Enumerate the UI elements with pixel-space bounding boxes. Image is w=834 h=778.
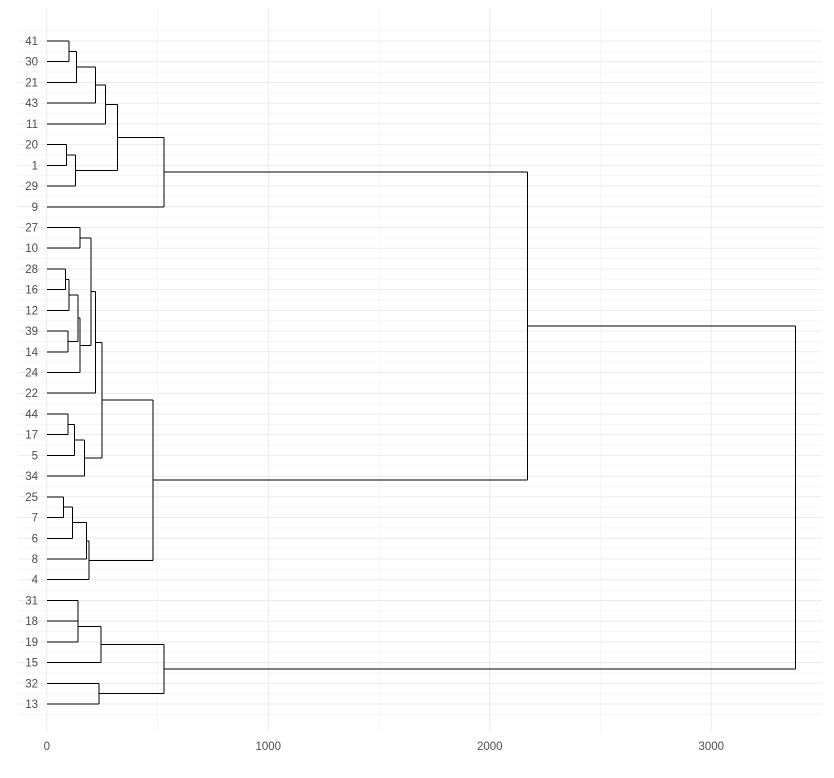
leaf-label: 5 (32, 450, 38, 462)
leaf-label: 10 (25, 243, 38, 255)
x-tick-label: 0 (44, 741, 50, 753)
leaf-label: 25 (25, 492, 38, 504)
leaf-label: 44 (25, 409, 38, 421)
dendrogram-branches (46, 40, 796, 705)
leaf-label: 29 (25, 181, 38, 193)
x-tick-label: 2000 (477, 741, 503, 753)
leaf-label: 7 (32, 513, 38, 525)
leaf-label: 4 (32, 575, 39, 587)
leaf-label: 34 (25, 471, 38, 483)
leaf-labels: 41 30 21 43 11 20 1 29 9 27 10 28 16 12 39 14 24 22 44 17 5 3… (25, 36, 38, 711)
leaf-label: 24 (25, 368, 38, 380)
leaf-label: 41 (25, 36, 38, 48)
leaf-label: 27 (25, 222, 38, 234)
leaf-label: 8 (32, 554, 38, 566)
leaf-label: 9 (32, 202, 38, 214)
leaf-label: 22 (25, 388, 38, 400)
leaf-label: 20 (25, 140, 38, 152)
x-tick-label: 3000 (698, 741, 724, 753)
leaf-label: 32 (25, 678, 38, 690)
leaf-label: 18 (25, 616, 38, 628)
leaf-label: 17 (25, 430, 38, 442)
leaf-label: 1 (32, 160, 38, 172)
leaf-label: 11 (26, 119, 38, 131)
leaf-label: 16 (25, 285, 38, 297)
leaf-label: 19 (25, 637, 38, 649)
leaf-label: 12 (25, 305, 38, 317)
leaf-label: 6 (32, 533, 38, 545)
leaf-label: 21 (25, 77, 38, 89)
leaf-label: 30 (25, 57, 38, 69)
grid (18, 8, 822, 732)
leaf-label: 31 (25, 595, 38, 607)
leaf-label: 39 (25, 326, 38, 338)
leaf-label: 14 (25, 347, 38, 359)
x-tick-label: 1000 (255, 741, 281, 753)
x-axis-tick-labels: 0 1000 2000 3000 (44, 741, 724, 753)
leaf-label: 15 (25, 658, 38, 670)
leaf-label: 28 (25, 264, 38, 276)
leaf-label: 13 (25, 699, 38, 711)
leaf-label: 43 (25, 98, 38, 110)
